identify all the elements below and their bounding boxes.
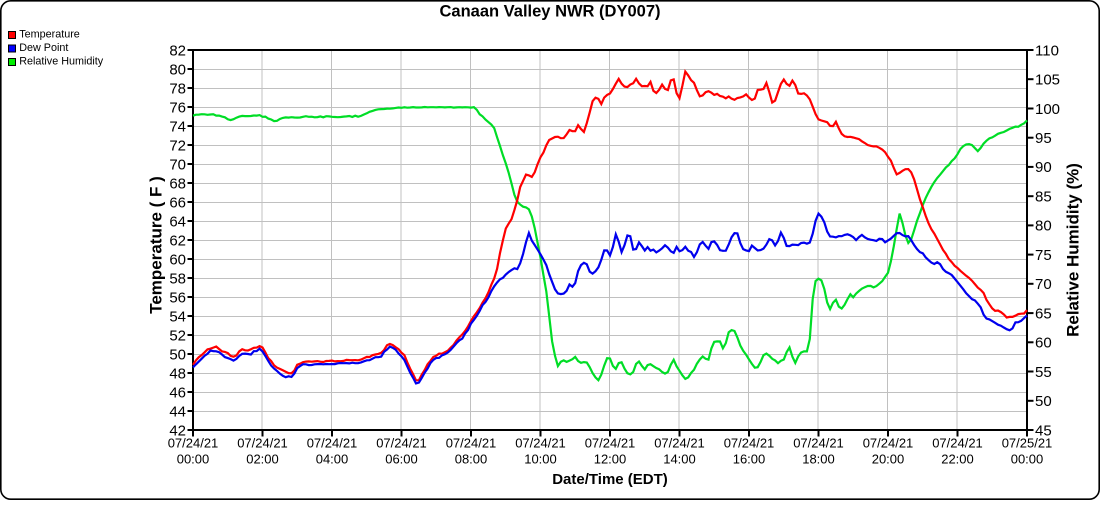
- svg-text:82: 82: [169, 42, 186, 59]
- svg-text:70: 70: [169, 156, 186, 173]
- svg-text:46: 46: [169, 384, 186, 401]
- svg-text:20:00: 20:00: [872, 452, 905, 467]
- svg-text:07/24/21: 07/24/21: [446, 436, 497, 451]
- svg-text:07/24/21: 07/24/21: [793, 436, 844, 451]
- svg-text:Relative Humidity (%): Relative Humidity (%): [1064, 163, 1083, 337]
- svg-text:18:00: 18:00: [802, 452, 835, 467]
- svg-text:66: 66: [169, 194, 186, 211]
- svg-text:80: 80: [169, 61, 186, 78]
- svg-text:72: 72: [169, 137, 186, 154]
- svg-text:16:00: 16:00: [733, 452, 766, 467]
- svg-text:Temperature ( F ): Temperature ( F ): [147, 176, 166, 314]
- svg-text:07/24/21: 07/24/21: [515, 436, 566, 451]
- svg-text:54: 54: [169, 308, 186, 325]
- svg-text:02:00: 02:00: [246, 452, 279, 467]
- svg-text:76: 76: [169, 99, 186, 116]
- svg-text:08:00: 08:00: [455, 452, 488, 467]
- svg-text:65: 65: [1035, 305, 1052, 322]
- svg-text:50: 50: [1035, 393, 1052, 410]
- svg-text:60: 60: [169, 251, 186, 268]
- svg-text:07/24/21: 07/24/21: [585, 436, 636, 451]
- svg-text:07/24/21: 07/24/21: [932, 436, 983, 451]
- svg-text:60: 60: [1035, 335, 1052, 352]
- svg-text:70: 70: [1035, 276, 1052, 293]
- svg-text:07/24/21: 07/24/21: [654, 436, 705, 451]
- svg-text:90: 90: [1035, 159, 1052, 176]
- svg-text:78: 78: [169, 80, 186, 97]
- svg-text:07/24/21: 07/24/21: [376, 436, 427, 451]
- svg-text:110: 110: [1035, 42, 1059, 59]
- svg-text:04:00: 04:00: [316, 452, 349, 467]
- svg-text:85: 85: [1035, 189, 1052, 206]
- svg-text:45: 45: [1035, 422, 1052, 439]
- svg-text:14:00: 14:00: [663, 452, 696, 467]
- svg-text:48: 48: [169, 365, 186, 382]
- svg-text:75: 75: [1035, 247, 1052, 264]
- svg-text:00:00: 00:00: [177, 452, 210, 467]
- svg-text:42: 42: [169, 422, 186, 439]
- svg-text:06:00: 06:00: [385, 452, 418, 467]
- svg-text:62: 62: [169, 232, 186, 249]
- svg-text:95: 95: [1035, 130, 1052, 147]
- svg-text:Date/Time (EDT): Date/Time (EDT): [552, 471, 668, 488]
- svg-text:10:00: 10:00: [524, 452, 557, 467]
- svg-text:07/24/21: 07/24/21: [307, 436, 358, 451]
- svg-text:22:00: 22:00: [941, 452, 974, 467]
- svg-text:07/24/21: 07/24/21: [237, 436, 288, 451]
- svg-text:80: 80: [1035, 218, 1052, 235]
- svg-text:Relative Humidity: Relative Humidity: [19, 56, 104, 68]
- svg-text:00:00: 00:00: [1011, 452, 1044, 467]
- svg-text:Temperature: Temperature: [19, 29, 80, 41]
- svg-text:07/24/21: 07/24/21: [863, 436, 914, 451]
- svg-text:52: 52: [169, 327, 186, 344]
- svg-text:74: 74: [169, 118, 186, 135]
- svg-text:07/25/21: 07/25/21: [1002, 436, 1053, 451]
- svg-text:Dew Point: Dew Point: [19, 42, 68, 54]
- svg-text:58: 58: [169, 270, 186, 287]
- svg-text:105: 105: [1035, 72, 1060, 89]
- svg-text:44: 44: [169, 403, 186, 420]
- svg-text:07/24/21: 07/24/21: [168, 436, 219, 451]
- svg-text:55: 55: [1035, 364, 1052, 381]
- svg-text:07/24/21: 07/24/21: [724, 436, 775, 451]
- svg-text:12:00: 12:00: [594, 452, 627, 467]
- svg-text:64: 64: [169, 213, 186, 230]
- svg-text:50: 50: [169, 346, 186, 363]
- svg-text:Canaan Valley NWR (DY007): Canaan Valley NWR (DY007): [440, 3, 661, 21]
- svg-text:56: 56: [169, 289, 186, 306]
- svg-text:100: 100: [1035, 101, 1060, 118]
- svg-text:68: 68: [169, 175, 186, 192]
